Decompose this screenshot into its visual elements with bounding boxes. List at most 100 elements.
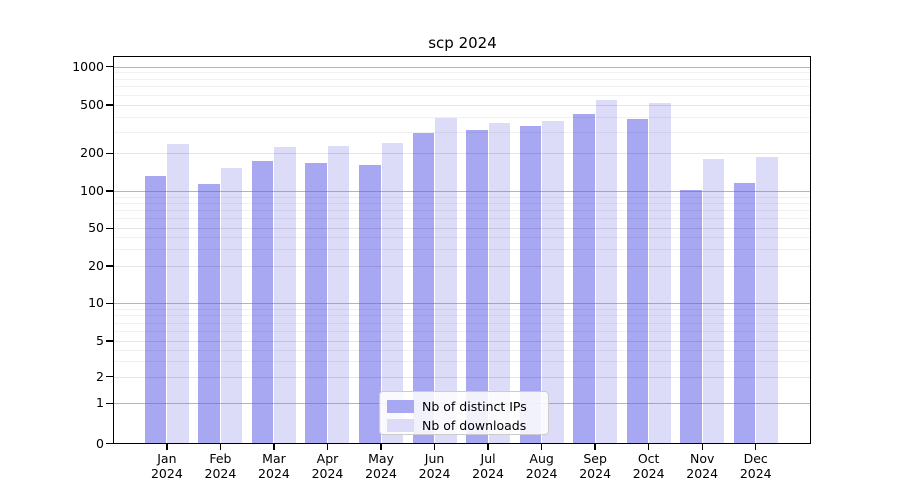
legend-label: Nb of downloads (422, 418, 527, 433)
x-tick-mar (273, 444, 275, 450)
legend: Nb of distinct IPs Nb of downloads (379, 391, 549, 435)
bar-distinct-ips-mar (251, 160, 274, 444)
gridline-minor (114, 249, 810, 251)
gridline-minor (114, 116, 810, 118)
x-label-month: Jun (424, 451, 445, 466)
bar-distinct-ips-feb (198, 184, 220, 444)
x-label-month: Sep (583, 451, 607, 466)
gridline-minor (114, 72, 810, 74)
y-tick-0 (106, 442, 113, 445)
bar-downloads-jan (167, 143, 189, 444)
x-tick-apr (326, 444, 329, 450)
bar-downloads-apr (327, 145, 350, 444)
y-tick-200 (106, 152, 113, 154)
gridline-minor (114, 86, 810, 88)
grid-layer (114, 57, 810, 444)
x-label-year: 2024 (739, 466, 772, 481)
x-label-month: Jul (480, 451, 496, 466)
chart-title: scp 2024 (428, 34, 497, 52)
x-tick-label-nov: Nov 2024 (674, 451, 730, 481)
x-tick-may (380, 444, 382, 450)
bar-downloads-may (381, 142, 404, 444)
bar-downloads-dec (756, 156, 778, 444)
gridline-minor (114, 196, 810, 198)
x-tick-oct (647, 444, 650, 450)
x-tick-sep (594, 444, 596, 450)
gridline-2 (114, 376, 810, 378)
gridline-10 (114, 303, 810, 305)
y-tick-label-100: 100 (80, 183, 104, 198)
x-label-month: May (368, 451, 394, 466)
gridline-minor (114, 349, 810, 351)
x-label-year: 2024 (632, 466, 665, 481)
y-tick-label-20: 20 (88, 258, 104, 273)
x-label-year: 2024 (204, 466, 237, 481)
bar-distinct-ips-aug (519, 125, 542, 444)
x-label-year: 2024 (311, 466, 344, 481)
y-tick-label-0: 0 (96, 435, 104, 451)
x-tick-label-aug: Aug 2024 (514, 451, 570, 481)
x-tick-label-sep: Sep 2024 (567, 451, 623, 481)
gridline-5 (114, 341, 810, 342)
x-tick-nov (701, 444, 703, 450)
y-tick-label-10: 10 (88, 295, 104, 311)
x-label-month: Dec (743, 451, 768, 466)
legend-item-distinct-ips: Nb of distinct IPs (380, 397, 548, 416)
gridline-50 (114, 228, 810, 230)
bar-downloads-nov (702, 159, 725, 444)
x-tick-label-dec: Dec 2024 (728, 451, 784, 481)
x-tick-label-jun: Jun 2024 (407, 451, 463, 481)
x-tick-label-mar: Mar 2024 (246, 451, 302, 481)
bar-distinct-ips-sep (573, 113, 595, 444)
y-tick-100 (106, 190, 113, 192)
gridline-1000 (114, 66, 810, 68)
x-tick-label-jul: Jul 2024 (460, 451, 516, 481)
gridline-minor (114, 360, 810, 362)
bar-distinct-ips-jul (466, 130, 488, 444)
gridline-100 (114, 191, 810, 192)
gridline-minor (114, 322, 810, 324)
x-label-year: 2024 (579, 466, 612, 481)
gridline-minor (114, 237, 810, 239)
bar-downloads-sep (595, 100, 618, 444)
x-label-year: 2024 (472, 466, 504, 481)
y-tick-50 (106, 227, 113, 229)
legend-label: Nb of distinct IPs (422, 399, 527, 414)
bar-downloads-aug (542, 120, 564, 444)
y-tick-label-200: 200 (80, 145, 104, 161)
y-tick-label-1: 1 (96, 395, 104, 411)
x-tick-label-jan: Jan 2024 (139, 451, 195, 481)
legend-swatch-downloads (387, 419, 414, 432)
x-label-month: Apr (316, 451, 339, 466)
y-tick-label-1000: 1000 (72, 58, 104, 74)
bar-downloads-jul (488, 122, 511, 444)
gridline-minor (114, 315, 810, 317)
y-tick-2 (106, 376, 113, 378)
y-tick-label-2: 2 (96, 368, 104, 384)
gridline-minor (114, 78, 810, 80)
x-tick-jan (166, 444, 168, 450)
x-tick-jul (487, 444, 489, 450)
x-tick-feb (219, 444, 222, 450)
gridline-minor (114, 94, 810, 96)
gridline-minor (114, 131, 810, 133)
x-label-year: 2024 (258, 466, 290, 481)
x-label-year: 2024 (150, 466, 183, 481)
y-tick-500 (106, 104, 113, 106)
x-label-year: 2024 (365, 466, 397, 481)
gridline-minor (114, 309, 810, 311)
x-label-month: Aug (529, 451, 554, 466)
bar-distinct-ips-dec (733, 183, 756, 444)
bar-downloads-mar (274, 146, 296, 444)
x-label-month: Nov (689, 451, 715, 466)
y-tick-label-500: 500 (80, 97, 104, 112)
x-tick-label-oct: Oct 2024 (621, 451, 677, 481)
x-label-year: 2024 (686, 466, 719, 481)
bar-distinct-ips-nov (680, 189, 702, 444)
x-tick-jun (433, 444, 436, 450)
y-tick-1000 (106, 65, 113, 68)
x-label-year: 2024 (418, 466, 451, 481)
x-label-year: 2024 (525, 466, 558, 481)
bar-downloads-jun (435, 118, 457, 444)
